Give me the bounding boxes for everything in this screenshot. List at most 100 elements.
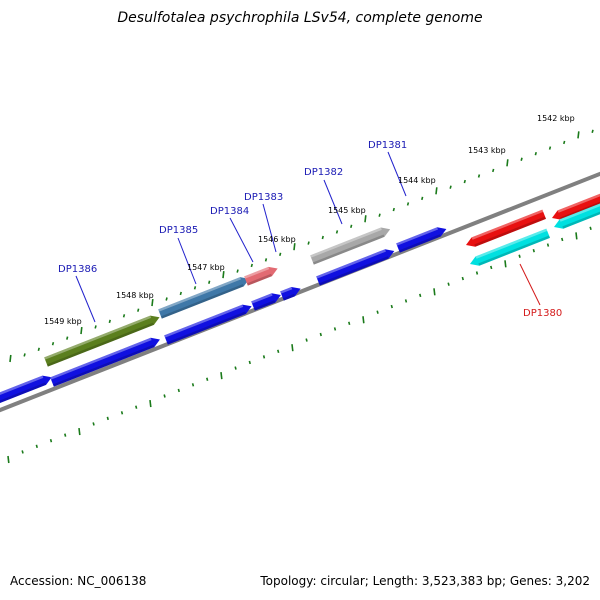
major-tick [506,159,509,167]
minor-tick [561,237,564,242]
minor-tick [449,185,452,189]
minor-tick [589,226,592,230]
cds-bar-body [280,286,301,301]
gene-reverse-upper-bar [466,209,546,247]
genome-summary-text: Topology: circular; Length: 3,523,383 bp… [260,574,590,588]
minor-tick [135,405,138,409]
minor-tick [66,336,69,340]
cds-bar [396,227,447,253]
gene-dp1382-bar-shade [312,234,385,265]
tick-label: 1544 kbp [398,176,436,185]
minor-tick [193,286,197,290]
minor-tick [378,213,381,217]
cds-bar [0,375,52,405]
cds-bar-body [251,293,281,311]
minor-tick [319,332,322,337]
cds-bar [50,337,160,387]
gene-dp1386-bar-body [44,315,160,367]
gene-dp1386-bar [44,315,160,367]
gene-dp1386-bar-shade [46,322,154,367]
cds-bar-shade [398,234,441,253]
major-tick [78,427,81,436]
minor-tick [177,388,180,393]
gene-dp1385-bar-shade [160,284,244,319]
gene-dp1384-bar-body [244,266,278,286]
tick-label: 1545 kbp [328,206,366,215]
major-tick [291,344,294,352]
gene-dp1382-bar-body [310,227,391,265]
minor-tick [518,254,521,258]
minor-tick [23,353,26,357]
tick-label: 1542 kbp [537,114,575,123]
cds-bar [164,304,252,345]
minor-tick [21,450,24,454]
gene-reverse-upper-bar-body [466,209,546,247]
minor-tick [106,416,109,421]
minor-tick [321,235,324,240]
gene-label-dp1382[interactable]: DP1382 [304,167,343,178]
minor-tick [404,299,408,303]
cds-bar-highlight [164,304,244,338]
gene-dp1384-bar [244,266,278,286]
minor-tick [179,291,182,296]
minor-tick [191,383,195,387]
minor-tick [248,360,251,365]
tick-label: 1549 kbp [44,317,82,326]
minor-tick [461,276,464,281]
tick-label: 1543 kbp [468,146,506,155]
gene-label-dp1383[interactable]: DP1383 [244,192,283,203]
minor-tick [250,263,253,268]
minor-tick [236,269,239,273]
gene-dp1380-bar-shade [478,235,550,266]
accession-text: Accession: NC_006138 [10,574,147,588]
major-tick [504,260,507,268]
cds-bar-shade [282,293,295,301]
minor-tick [262,355,266,359]
minor-tick [208,280,211,284]
map-title: Desulfotalea psychrophila LSv54, complet… [117,10,483,26]
cds-bar-shade [318,256,389,286]
minor-tick [534,151,537,156]
gene-reverse-upper-bar-shade [474,216,546,247]
minor-tick [390,304,393,309]
major-tick [364,215,367,223]
tick-labels: 1549 kbp 1548 kbp 1547 kbp 1546 kbp 1545… [44,114,575,326]
cds-reverse-bar-body [554,200,600,229]
gene-dp1385-bar [158,277,250,319]
cds-bar-body [50,337,160,387]
tick-label: 1546 kbp [258,235,296,244]
gene-dp1384-bar-shade [246,273,273,286]
cds-bar-shade [52,344,155,387]
minor-tick [108,319,111,324]
gene-label-dp1386[interactable]: DP1386 [58,264,97,275]
minor-tick [563,140,566,145]
minor-tick [548,146,552,150]
minor-tick [447,282,450,286]
cds-reverse-bar-shade [562,207,600,229]
minor-tick [277,349,280,353]
genome-backbone [0,171,600,413]
minor-tick [335,230,339,234]
cds-bar-highlight [316,249,386,279]
minor-tick [490,265,493,270]
minor-tick [120,411,124,415]
gene-dp1382-bar-highlight [310,227,382,258]
cds-bar-highlight [280,286,293,294]
gene-reverse-upper-bar-highlight [471,209,544,240]
gene-label-dp1384[interactable]: DP1384 [210,206,249,217]
gene-label-dp1380[interactable]: DP1380 [523,308,562,319]
minor-tick [546,243,550,247]
gene-label-dp1385[interactable]: DP1385 [159,225,198,236]
minor-tick [392,207,395,212]
minor-tick [279,252,282,256]
minor-tick [307,241,310,245]
gene-label-dp1381[interactable]: DP1381 [368,140,407,151]
cds-reverse-bar-highlight [559,200,600,222]
minor-tick [520,157,523,161]
major-tick [293,243,296,251]
cds-bar [316,249,395,286]
tick-label: 1548 kbp [116,291,154,300]
minor-tick [165,297,168,301]
minor-tick [137,308,140,312]
gene-dp1385-bar-body [158,277,250,319]
